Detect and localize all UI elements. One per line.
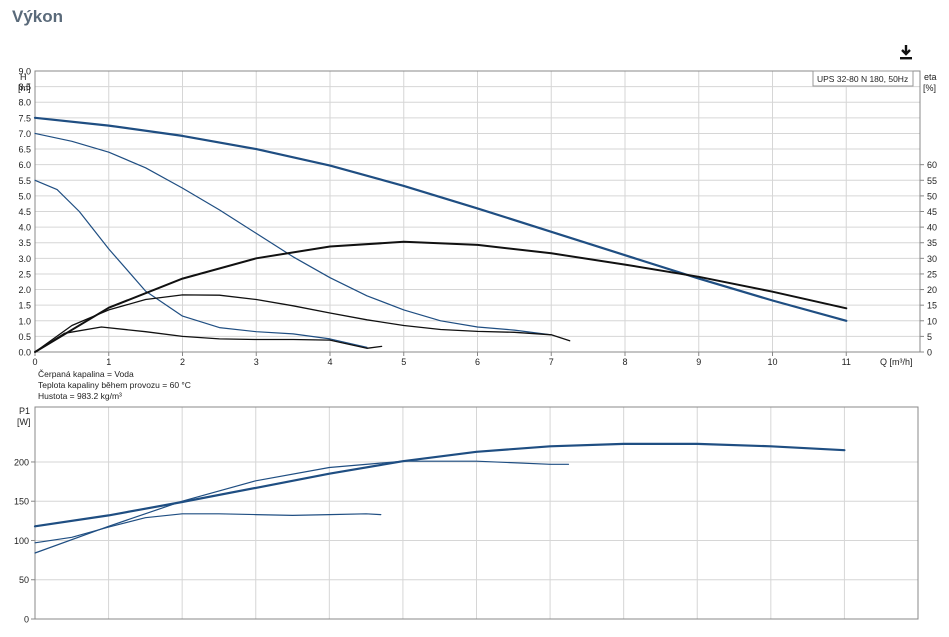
y-tick-label: 5.5	[18, 176, 31, 186]
y2-tick-label: 10	[927, 316, 937, 326]
y2-tick-label: 20	[927, 285, 937, 295]
y2-tick-label: 15	[927, 301, 937, 311]
y-tick-label: 1.0	[18, 316, 31, 326]
y-tick-label: 2.5	[18, 269, 31, 279]
y-tick-label: 5.0	[18, 191, 31, 201]
efficiency-curve-5	[34, 326, 383, 353]
x-tick-label: 10	[767, 357, 777, 367]
x-tick-label: 1	[106, 357, 111, 367]
fluid-note: Teplota kapaliny během provozu = 60 °C	[38, 380, 191, 390]
page-title: Výkon	[12, 7, 64, 26]
fluid-note: Hustota = 983.2 kg/m³	[38, 391, 122, 401]
y2-tick-label: 50	[927, 191, 937, 201]
x-tick-label: 8	[622, 357, 627, 367]
y2-tick-label: 25	[927, 269, 937, 279]
y2-tick-label: 30	[927, 254, 937, 264]
x-tick-label: 9	[696, 357, 701, 367]
x-axis-label: Q [m³/h]	[880, 357, 913, 367]
y2-tick-label: 55	[927, 176, 937, 186]
x-tick-label: 2	[180, 357, 185, 367]
y2-tick-label: 40	[927, 223, 937, 233]
head-curve-1	[34, 132, 552, 336]
legend-label: UPS 32-80 N 180, 50Hz	[817, 74, 908, 84]
bottom-plot-frame	[34, 406, 919, 620]
y-tick-label: 3.5	[18, 238, 31, 248]
y-tick-label: 0.0	[18, 348, 31, 358]
y-tick-label: 8.0	[18, 98, 31, 108]
efficiency-curve-3	[34, 240, 848, 353]
p1-y-tick-label: 0	[24, 615, 29, 625]
power-curve-2	[34, 513, 382, 544]
y-tick-label: 4.5	[18, 207, 31, 217]
y2-axis-label: eta	[924, 72, 937, 82]
y2-axis-unit: [%]	[923, 83, 936, 93]
p1-axis-unit: [W]	[17, 417, 31, 427]
y-tick-label: 0.5	[18, 332, 31, 342]
y-tick-label: 8.5	[18, 82, 31, 92]
y2-tick-label: 45	[927, 207, 937, 217]
head-curve-0	[33, 116, 848, 322]
y2-tick-label: 35	[927, 238, 937, 248]
y2-tick-label: 5	[927, 332, 932, 342]
x-tick-label: 7	[549, 357, 554, 367]
y2-tick-label: 0	[927, 348, 932, 358]
efficiency-curve-4	[34, 294, 571, 353]
fluid-note: Čerpaná kapalina = Voda	[38, 369, 134, 379]
y-axis-unit: [m]	[18, 83, 31, 93]
x-tick-label: 0	[32, 357, 37, 367]
x-tick-label: 6	[475, 357, 480, 367]
y-tick-label: 6.5	[18, 145, 31, 155]
download-icon[interactable]	[897, 43, 915, 61]
p1-y-tick-label: 100	[14, 536, 29, 546]
power-curve-0	[33, 442, 846, 528]
power-curve-1	[34, 460, 570, 554]
y-tick-label: 3.0	[18, 254, 31, 264]
x-tick-label: 11	[842, 357, 851, 367]
p1-axis-label: P1	[19, 406, 30, 416]
p1-y-tick-label: 50	[19, 575, 29, 585]
y2-tick-label: 60	[927, 160, 937, 170]
y-tick-label: 6.0	[18, 160, 31, 170]
legend-box	[812, 70, 914, 87]
y-tick-label: 4.0	[18, 223, 31, 233]
y-axis-label: H	[20, 72, 27, 82]
head-curve-2	[34, 179, 368, 348]
y-tick-label: 7.0	[18, 129, 31, 139]
y-tick-label: 7.5	[18, 113, 31, 123]
top-plot-frame	[34, 70, 921, 353]
y-tick-label: 9.0	[18, 67, 31, 77]
x-tick-label: 4	[327, 357, 332, 367]
x-tick-label: 5	[401, 357, 406, 367]
p1-y-tick-label: 200	[14, 457, 29, 467]
x-tick-label: 3	[254, 357, 259, 367]
p1-y-tick-label: 150	[14, 497, 29, 507]
y-tick-label: 1.5	[18, 301, 31, 311]
y-tick-label: 2.0	[18, 285, 31, 295]
